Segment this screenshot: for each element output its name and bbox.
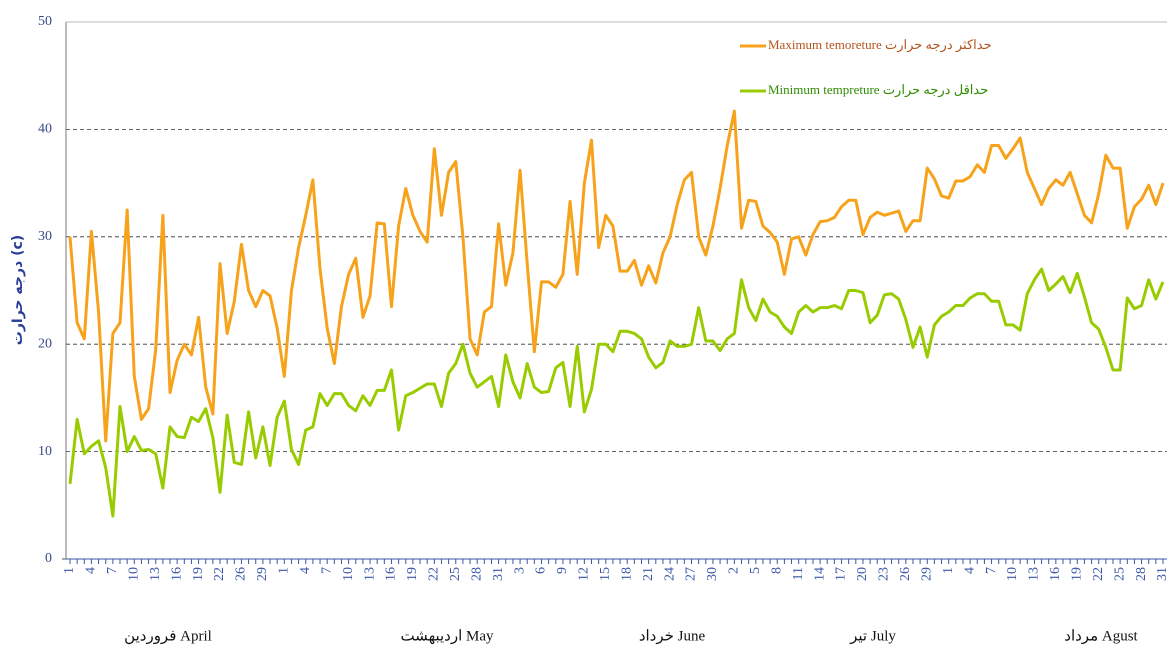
y-tick-label: 50: [38, 14, 52, 29]
x-tick-label: 16: [384, 567, 399, 581]
month-label: تیر July: [849, 628, 896, 644]
x-tick-label: 15: [598, 567, 613, 581]
x-tick-label: 29: [919, 567, 934, 581]
x-tick-label: 19: [191, 567, 206, 581]
x-tick-label: 26: [898, 567, 913, 581]
x-tick-label: 31: [1155, 567, 1170, 581]
x-tick-label: 27: [684, 567, 699, 581]
x-tick-label: 6: [534, 567, 549, 574]
y-tick-label: 10: [38, 444, 52, 459]
x-tick-label: 7: [984, 567, 999, 574]
x-tick-label: 3: [512, 567, 527, 574]
x-tick-label: 7: [105, 567, 120, 574]
x-tick-label: 4: [962, 567, 977, 574]
data-line: [68, 267, 1165, 518]
x-tick-label: 10: [1005, 567, 1020, 581]
y-tick-label: 20: [38, 336, 52, 351]
x-tick-label: 1: [277, 567, 292, 574]
legend-label: Minimum tempreture حداقل درجه حرارت: [768, 82, 988, 98]
x-tick-label: 16: [1048, 567, 1063, 581]
x-tick-label: 4: [298, 567, 313, 574]
x-tick-label: 5: [748, 567, 763, 574]
x-tick-label: 10: [341, 567, 356, 581]
x-tick-label: 22: [427, 567, 442, 581]
x-tick-label: 13: [148, 567, 163, 581]
legend-label: Maximum temoreture حداکثر درجه حرارت: [768, 37, 992, 53]
x-tick-label: 19: [1069, 567, 1084, 581]
month-label: خرداد June: [639, 628, 706, 644]
x-tick-label: 31: [491, 567, 506, 581]
x-tick-label: 13: [362, 567, 377, 581]
x-tick-label: 8: [769, 567, 784, 574]
x-tick-label: 11: [791, 567, 806, 580]
y-tick-label: 0: [45, 551, 52, 566]
x-tick-label: 20: [855, 567, 870, 581]
x-tick-label: 22: [212, 567, 227, 581]
y-tick-label: 30: [38, 229, 52, 244]
x-tick-label: 21: [641, 567, 656, 581]
x-tick-label: 26: [234, 567, 249, 581]
x-tick-label: 9: [555, 567, 570, 574]
x-tick-label: 13: [1027, 567, 1042, 581]
x-tick-label: 29: [255, 567, 270, 581]
x-tick-label: 22: [1091, 567, 1106, 581]
x-tick-label: 28: [1134, 567, 1149, 581]
x-tick-label: 23: [877, 567, 892, 581]
month-label: اردیبهشت May: [400, 628, 494, 644]
y-tick-label: 40: [38, 122, 52, 137]
data-line: [68, 109, 1165, 443]
x-tick-label: 16: [169, 567, 184, 581]
x-tick-label: 30: [705, 567, 720, 581]
x-tick-label: 4: [84, 567, 99, 574]
x-tick-label: 19: [405, 567, 420, 581]
x-tick-label: 25: [448, 567, 463, 581]
x-tick-label: 24: [662, 567, 677, 581]
x-tick-label: 10: [127, 567, 142, 581]
x-tick-label: 18: [619, 567, 634, 581]
x-tick-label: 1: [62, 567, 77, 574]
month-label: مرداد Agust: [1064, 628, 1138, 644]
x-tick-label: 25: [1112, 567, 1127, 581]
month-label: فروردین April: [124, 628, 212, 644]
x-tick-label: 28: [469, 567, 484, 581]
x-tick-label: 1: [941, 567, 956, 574]
x-tick-label: 7: [319, 567, 334, 574]
x-tick-label: 17: [834, 567, 849, 581]
y-axis-title: درجه حرارت (c): [10, 235, 26, 345]
x-tick-label: 14: [812, 567, 827, 581]
x-tick-label: 2: [727, 567, 742, 574]
x-tick-label: 12: [577, 567, 592, 581]
